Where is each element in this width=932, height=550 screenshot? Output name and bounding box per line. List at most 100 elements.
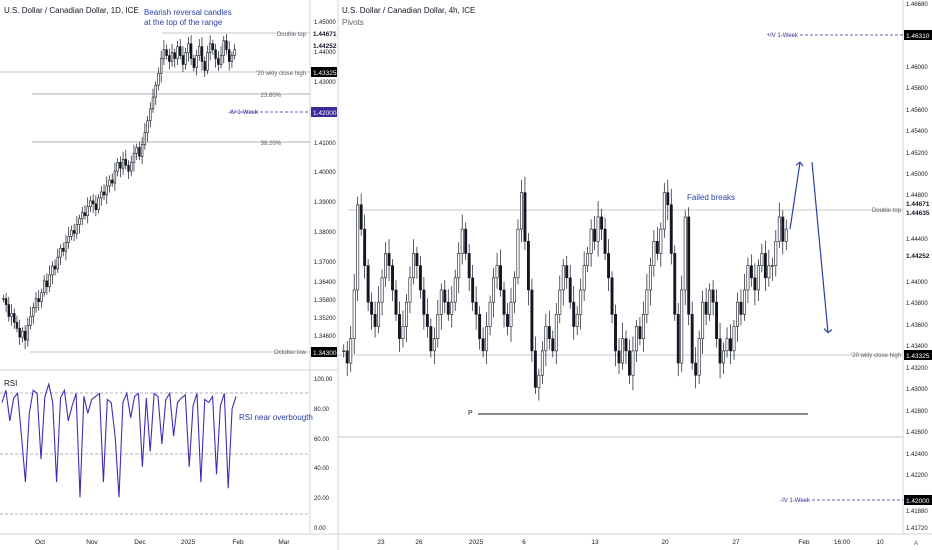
right-candle [575, 314, 579, 327]
left-label-fib-38: 38.20% [261, 141, 282, 147]
left-candle [32, 307, 35, 317]
left-candle [121, 159, 125, 169]
right-candle [739, 301, 743, 315]
right-candle [763, 253, 767, 279]
right-candle [624, 338, 628, 352]
right-candle [453, 277, 457, 303]
right-candle [638, 326, 642, 339]
right-price-tick: 1.41720 [906, 526, 928, 532]
right-candle [485, 326, 489, 352]
right-tag-iv-plus: 1.46310 [906, 33, 930, 40]
right-candle [384, 253, 388, 279]
left-time-axis: Oct Nov Dec 2025 Feb Mar [35, 539, 290, 546]
left-annotation-reversal-1: Bearish reversal candles [144, 8, 232, 17]
auto-scale-button[interactable]: A [914, 540, 919, 547]
left-candle [2, 298, 5, 300]
right-tag-double-top-a: 1.44671 [906, 201, 930, 208]
right-candle [443, 289, 447, 303]
right-candle [363, 228, 367, 266]
right-candle [669, 204, 673, 254]
right-candle [436, 314, 440, 339]
right-candle [519, 192, 523, 230]
left-label-iv: -IV 1-Week [228, 110, 259, 116]
left-candle [78, 218, 81, 225]
left-candle [119, 161, 122, 169]
right-candle [708, 289, 712, 315]
left-rsi-line [1, 382, 237, 498]
right-time-tick: 16:00 [834, 539, 851, 546]
right-candle [746, 265, 750, 291]
left-price-tick: 1.37000 [314, 260, 336, 266]
right-time-tick: 6 [522, 539, 526, 546]
right-candle [666, 192, 670, 206]
right-candle [471, 277, 475, 303]
right-candle [736, 301, 739, 327]
left-candle [168, 55, 171, 62]
right-candle [506, 314, 509, 327]
left-price-tick: 1.34600 [314, 334, 336, 340]
left-candle [192, 58, 196, 68]
right-price-tick: 1.46000 [906, 65, 928, 71]
right-time-tick: 26 [415, 539, 423, 546]
left-price-tick: 1.41000 [314, 141, 336, 147]
right-candle [760, 253, 764, 266]
left-candle [105, 185, 108, 196]
right-candle [380, 277, 384, 303]
left-candle [83, 212, 87, 216]
left-candle [222, 40, 225, 56]
left-candle [165, 49, 168, 56]
right-candle [405, 301, 408, 327]
right-candle [523, 192, 527, 242]
right-candle [446, 301, 450, 315]
left-candle [4, 298, 8, 305]
right-candle [593, 228, 597, 242]
left-candle [195, 55, 198, 68]
right-tag-iv-minus: 1.42000 [906, 498, 930, 505]
left-candle [62, 247, 65, 252]
right-candle [457, 253, 461, 279]
right-candle [610, 277, 614, 315]
right-candle [732, 326, 736, 352]
left-candle [13, 313, 16, 323]
left-candle [135, 147, 138, 154]
left-price-tick: 1.35800 [314, 298, 336, 304]
left-candle [51, 265, 54, 276]
right-candle [645, 289, 649, 315]
left-candle [48, 274, 51, 288]
rsi-tick: 60.00 [314, 437, 330, 443]
right-candle [516, 228, 520, 279]
left-price-tick: 1.38000 [314, 230, 336, 236]
right-candle [631, 350, 635, 376]
rsi-tick: 0.00 [314, 526, 326, 532]
right-price-tick: 1.45600 [906, 108, 928, 114]
left-time-tick: Mar [278, 539, 290, 546]
right-candle [603, 228, 607, 254]
left-candle [170, 52, 174, 62]
left-price-tick: 1.43000 [314, 80, 336, 86]
right-candle [676, 314, 680, 364]
rsi-tick: 80.00 [314, 407, 330, 413]
left-annotation-rsi: RSI near overbougth [239, 413, 313, 422]
left-label-wkly-close: '20 wkly close high [256, 71, 306, 77]
right-candle [418, 265, 422, 291]
left-candle [89, 200, 92, 208]
left-annotation-reversal-2: at the top of the range [144, 18, 223, 27]
right-price-tick: 1.41880 [906, 509, 928, 515]
left-candle [230, 55, 234, 62]
right-candle [701, 301, 705, 339]
right-candle [600, 216, 604, 230]
projection-down-arrowhead [823, 328, 833, 334]
right-time-axis: 23 26 2025 6 13 20 27 Feb 16:00 10 [377, 539, 884, 546]
left-candle [187, 43, 190, 53]
rsi-tick: 100.00 [314, 377, 333, 383]
right-candle [509, 301, 513, 327]
right-candle [777, 216, 781, 242]
right-candle [621, 338, 624, 364]
right-candle [495, 265, 499, 279]
right-candle [422, 289, 426, 315]
left-candle [67, 236, 70, 243]
right-tag-iv-plus-bg [904, 30, 932, 40]
right-candle [415, 253, 419, 266]
right-price-tick: 1.42600 [906, 430, 928, 436]
left-price-tick: 1.35200 [314, 316, 336, 322]
